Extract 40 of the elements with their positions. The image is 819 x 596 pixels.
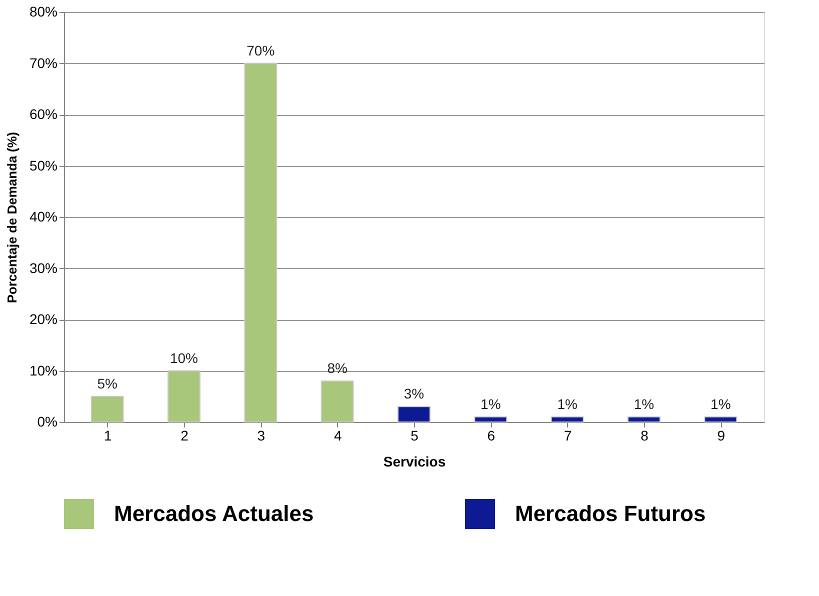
- y-tick-label: 80%: [29, 4, 58, 20]
- data-label: 10%: [170, 350, 198, 366]
- bar: [550, 416, 584, 422]
- x-tick-label: 7: [564, 428, 572, 444]
- data-label: 70%: [246, 42, 275, 58]
- legend-label: Mercados Futuros: [515, 501, 706, 526]
- y-tick-label: 10%: [29, 362, 58, 378]
- y-tick-label: 30%: [29, 260, 58, 276]
- x-axis-title: Servicios: [383, 454, 446, 470]
- x-tick-label: 1: [104, 428, 112, 444]
- y-axis-title: Porcentaje de Demanda (%): [4, 132, 20, 304]
- data-label: 5%: [97, 375, 118, 392]
- data-label: 1%: [710, 396, 731, 412]
- x-tick-label: 8: [640, 428, 649, 444]
- bar: [90, 396, 124, 422]
- y-tick-label: 20%: [29, 311, 58, 327]
- x-tick-label: 3: [257, 428, 266, 444]
- bar: [168, 370, 200, 422]
- x-tick-label: 6: [487, 428, 496, 444]
- y-tick-label: 70%: [29, 54, 58, 71]
- x-tick-label: 4: [334, 428, 342, 444]
- x-tick-label: 9: [717, 428, 726, 444]
- y-tick-label: 0%: [37, 414, 58, 430]
- x-tick-label: 5: [410, 428, 419, 444]
- bar: [398, 406, 430, 422]
- bar: [628, 416, 660, 422]
- x-tick-label: 2: [180, 428, 189, 444]
- legend-label: Mercados Actuales: [114, 501, 314, 526]
- data-label: 3%: [404, 386, 424, 402]
- bar: [704, 416, 738, 422]
- bar: [244, 62, 278, 422]
- data-label: 1%: [557, 396, 578, 412]
- y-tick-label: 40%: [29, 208, 58, 224]
- bar: [474, 416, 508, 422]
- data-label: 8%: [327, 360, 348, 376]
- data-label: 1%: [480, 396, 501, 412]
- bar: [320, 380, 354, 422]
- y-tick-label: 50%: [29, 157, 58, 174]
- y-tick-label: 60%: [29, 106, 58, 122]
- data-label: 1%: [634, 396, 654, 412]
